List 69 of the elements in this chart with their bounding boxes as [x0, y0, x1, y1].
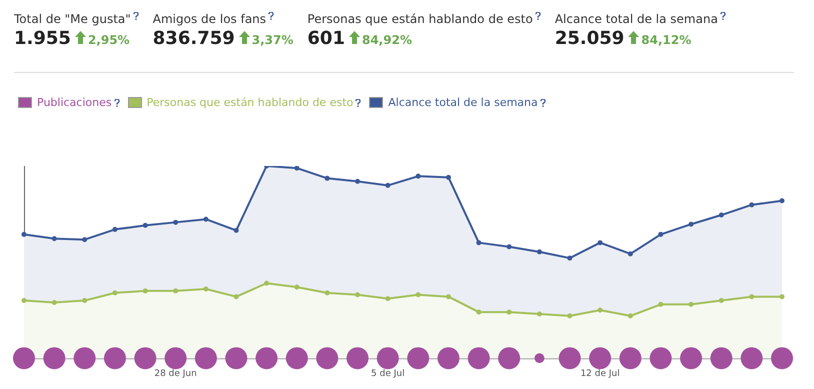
text: Alcance total de la semana — [554, 12, 719, 26]
point — [749, 202, 754, 208]
point — [324, 176, 330, 181]
point — [749, 294, 754, 300]
text: 84,12% — [641, 33, 692, 47]
point — [203, 286, 208, 292]
legend-label: Alcance total de la semana — [388, 96, 538, 109]
text: 836.759 — [152, 28, 235, 49]
point — [22, 232, 26, 237]
point — [658, 302, 664, 307]
point — [173, 220, 178, 225]
point — [324, 290, 330, 296]
text: 3,37% — [252, 33, 294, 47]
point — [718, 298, 724, 304]
point — [476, 310, 482, 315]
point — [52, 236, 57, 242]
point — [536, 311, 542, 316]
point — [416, 292, 421, 298]
point — [688, 222, 694, 227]
point — [446, 294, 451, 300]
point — [446, 174, 451, 180]
point — [355, 178, 360, 184]
x-tick-label: 12 de Jul — [580, 368, 620, 379]
legend-label: Personas que están hablando de esto — [146, 96, 354, 109]
point — [688, 302, 694, 307]
point — [264, 280, 270, 286]
point — [416, 174, 421, 179]
point — [718, 212, 724, 218]
point — [536, 249, 542, 254]
text: 25.059 — [554, 28, 624, 49]
point — [112, 226, 118, 232]
text: 1.955 — [14, 28, 71, 49]
point — [476, 240, 482, 246]
point — [82, 237, 88, 242]
point — [385, 296, 390, 302]
point — [294, 166, 300, 171]
point — [52, 300, 57, 305]
text: 2,95% — [88, 33, 130, 47]
point — [598, 308, 603, 313]
point — [780, 294, 784, 300]
point — [142, 288, 148, 294]
point — [234, 294, 239, 300]
x-tick-label: 28 de Jun — [154, 368, 197, 379]
point — [82, 298, 88, 304]
text: Total de "Me gusta" — [14, 12, 132, 26]
point — [628, 313, 633, 318]
point — [598, 240, 603, 246]
point — [112, 290, 118, 296]
legend-label: Publicaciones — [37, 96, 112, 109]
point — [385, 182, 390, 188]
point — [355, 292, 360, 298]
point — [234, 228, 239, 233]
point — [142, 222, 148, 228]
point — [294, 284, 300, 290]
text: 601 — [307, 28, 345, 49]
point — [22, 298, 26, 304]
point — [628, 251, 633, 256]
point — [203, 216, 208, 222]
point — [567, 313, 572, 318]
point — [780, 198, 784, 204]
point — [567, 256, 572, 261]
text: 84,92% — [362, 33, 412, 47]
point — [506, 244, 512, 250]
point — [658, 232, 664, 237]
x-tick-label: 5 de Jul — [371, 368, 405, 379]
text: Amigos de los fans — [152, 12, 268, 26]
text: Personas que están hablando de esto — [307, 12, 534, 26]
point — [173, 288, 178, 294]
point — [506, 310, 512, 315]
